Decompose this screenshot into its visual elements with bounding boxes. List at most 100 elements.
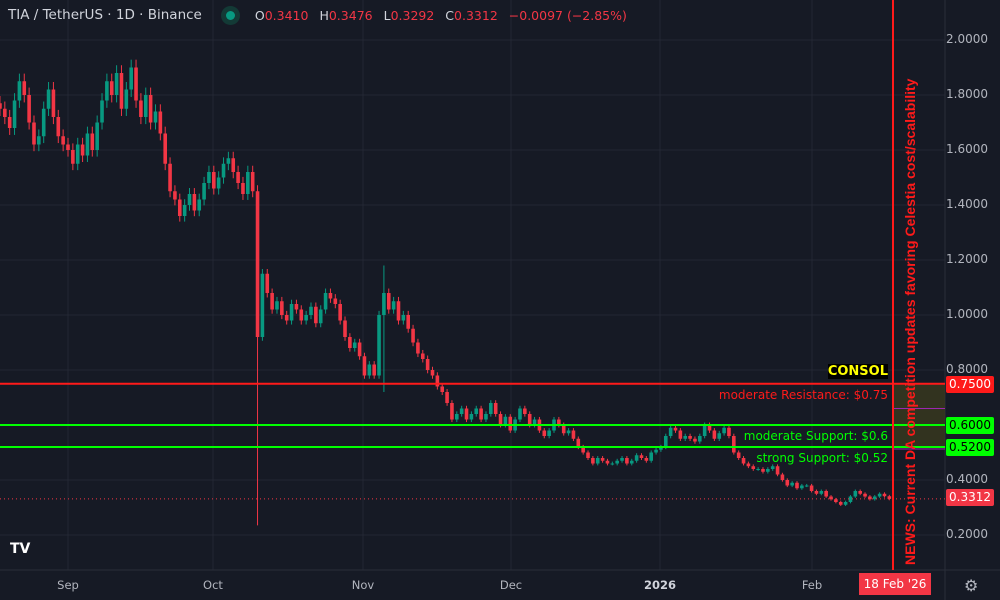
candle: [809, 483, 814, 493]
candle-body: [620, 458, 624, 461]
candle: [595, 456, 600, 466]
candle: [751, 464, 756, 471]
candle-body: [163, 133, 167, 164]
candle-body: [746, 463, 751, 467]
candle-body: [727, 427, 731, 436]
candle-body: [51, 89, 56, 117]
candle: [367, 361, 372, 379]
candle: [459, 405, 464, 417]
time-axis-label: 2026: [643, 578, 677, 592]
candle-body: [761, 469, 765, 472]
candle: [785, 478, 790, 488]
candle: [775, 464, 780, 477]
candle: [698, 433, 702, 444]
candle: [824, 489, 828, 498]
candle: [75, 137, 80, 171]
candle: [41, 101, 46, 144]
candle-body: [338, 304, 342, 321]
candle: [717, 430, 722, 442]
candle: [372, 361, 376, 379]
candle-body: [328, 293, 333, 299]
candle-body: [37, 136, 41, 145]
candle: [314, 302, 318, 328]
candle-body: [649, 452, 653, 461]
candle-body: [362, 356, 367, 376]
candle: [182, 199, 187, 222]
candle-body: [241, 183, 245, 194]
candle-body: [566, 430, 571, 434]
candle: [260, 269, 265, 341]
candle: [620, 456, 624, 463]
candle-body: [134, 67, 138, 101]
time-axis-label: Oct: [203, 578, 223, 592]
candle-body: [143, 95, 148, 117]
candle-body: [683, 436, 688, 439]
candle: [333, 294, 338, 309]
candle-body: [284, 315, 289, 321]
candle: [309, 302, 313, 320]
candle-body: [352, 342, 357, 348]
candle: [0, 95, 2, 116]
candle: [134, 59, 138, 108]
candle: [518, 405, 522, 423]
candle: [275, 296, 279, 314]
candle: [158, 104, 163, 141]
candle: [12, 93, 17, 135]
tradingview-logo[interactable]: 𝗧𝗩: [10, 541, 31, 557]
candle-body: [406, 315, 410, 329]
candle: [882, 492, 887, 498]
candle-body: [853, 491, 858, 497]
candle: [396, 296, 401, 325]
candle: [542, 428, 547, 439]
candle-body: [333, 298, 338, 304]
candle-body: [0, 103, 2, 109]
candle: [508, 414, 513, 433]
candle: [600, 456, 605, 463]
candle-body: [270, 293, 274, 310]
candle-body: [343, 320, 347, 337]
candle: [100, 93, 104, 130]
candle: [382, 265, 386, 392]
candle: [304, 310, 308, 325]
candle-body: [629, 460, 634, 464]
candle: [177, 193, 182, 222]
candle-body: [382, 293, 386, 315]
candle-body: [212, 172, 216, 189]
candle-body: [712, 430, 717, 439]
candle-body: [717, 433, 722, 439]
candle: [7, 109, 12, 135]
candle: [32, 115, 36, 152]
candle-body: [129, 67, 133, 90]
candle: [61, 129, 65, 152]
candle: [863, 492, 867, 498]
candle-body: [192, 194, 197, 211]
time-axis-label: Nov: [351, 578, 375, 592]
candle-body: [464, 408, 469, 420]
candle: [51, 81, 56, 125]
candle-body: [12, 100, 17, 128]
candle: [877, 492, 882, 498]
candle-body: [804, 485, 809, 487]
candle-body: [386, 293, 391, 310]
candle: [425, 355, 430, 374]
candle: [814, 489, 819, 496]
candle: [649, 450, 653, 463]
candle: [591, 456, 595, 466]
candle: [80, 137, 85, 163]
candle: [328, 288, 333, 303]
candle-body: [838, 502, 843, 505]
candle-body: [557, 419, 561, 425]
candle-body: [561, 425, 566, 434]
candle-body: [887, 496, 892, 499]
candle: [790, 481, 794, 488]
candle: [450, 400, 454, 423]
settings-gear-icon[interactable]: ⚙: [964, 576, 979, 595]
candle: [226, 151, 231, 171]
candle-body: [17, 81, 22, 101]
candle-body: [474, 408, 479, 414]
candle-body: [304, 315, 308, 321]
candle: [770, 464, 775, 471]
candle-body: [479, 408, 483, 420]
symbol-title[interactable]: TIA / TetherUS · 1D · Binance: [8, 7, 202, 23]
